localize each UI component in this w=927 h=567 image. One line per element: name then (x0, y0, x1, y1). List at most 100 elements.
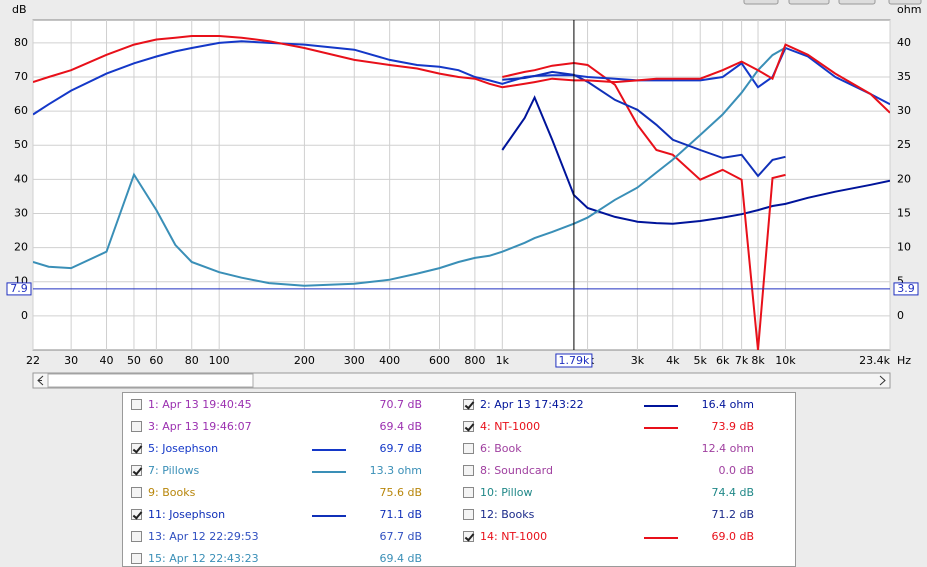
scroll-right[interactable] (879, 375, 886, 386)
x-tick-label: 40 (100, 354, 114, 367)
trace-checkbox[interactable] (131, 553, 142, 564)
trace-checkbox[interactable] (131, 399, 142, 410)
x-tick-label: 10k (775, 354, 796, 367)
trace-checkbox[interactable] (131, 531, 142, 542)
y2-tick-label: 35 (897, 70, 911, 83)
y-tick-label: 0 (21, 309, 28, 322)
trace-name[interactable]: 9: Books (148, 486, 196, 499)
trace-checkbox[interactable] (131, 443, 142, 454)
trace-swatch (644, 537, 678, 539)
trace-name[interactable]: 3: Apr 13 19:46:07 (148, 420, 252, 433)
x-tick-label: 5k (694, 354, 708, 367)
trace-checkbox[interactable] (463, 443, 474, 454)
trace-checkbox[interactable] (131, 465, 142, 476)
trace-readout: 70.7 dB (379, 398, 422, 411)
trace-readout: 71.1 dB (379, 508, 422, 521)
y2-tick-label: 20 (897, 172, 911, 185)
x-tick-label: 80 (185, 354, 199, 367)
x-tick-label: 4k (666, 354, 680, 367)
x-tick-label: 400 (379, 354, 400, 367)
trace-readout: 12.4 ohm (701, 442, 754, 455)
y2-tick-label: 30 (897, 104, 911, 117)
y2-tick-label: 15 (897, 206, 911, 219)
trace-swatch (312, 449, 346, 451)
trace-checkbox[interactable] (463, 531, 474, 542)
x-tick-label: 8k (751, 354, 765, 367)
trace-checkbox[interactable] (463, 399, 474, 410)
trace-swatch (644, 405, 678, 407)
x-axis-unit: Hz (897, 354, 911, 367)
trace-swatch (312, 515, 346, 517)
trace-checkbox[interactable] (463, 509, 474, 520)
y2-tick-label: 40 (897, 36, 911, 49)
trace-checkbox[interactable] (131, 487, 142, 498)
y2-tick-label: 0 (897, 309, 904, 322)
trace-readout: 71.2 dB (711, 508, 754, 521)
trace-readout: 69.7 dB (379, 442, 422, 455)
trace-name[interactable]: 1: Apr 13 19:40:45 (148, 398, 252, 411)
trace-swatch (644, 427, 678, 429)
trace-readout: 13.3 ohm (369, 464, 422, 477)
y-tick-label: 50 (14, 138, 28, 151)
y-tick-label: 20 (14, 241, 28, 254)
x-tick-label: 60 (149, 354, 163, 367)
trace-name[interactable]: 14: NT-1000 (480, 530, 548, 543)
trace-checkbox[interactable] (463, 465, 474, 476)
trace-checkbox[interactable] (131, 509, 142, 520)
x-tick-label: 300 (344, 354, 365, 367)
trace-name[interactable]: 6: Book (480, 442, 522, 455)
trace-line (33, 46, 786, 287)
trace-readout: 69.4 dB (379, 420, 422, 433)
trace-checkbox[interactable] (131, 421, 142, 432)
x-tick-label: 6k (716, 354, 730, 367)
trace-checkbox[interactable] (463, 421, 474, 432)
level-label-right: 3.9 (897, 282, 915, 295)
level-label-box (893, 282, 919, 296)
y-tick-label: 80 (14, 36, 28, 49)
trace-line (502, 61, 786, 350)
chart: 2230405060801002003004006008001k2k3k4k5k… (6, 0, 922, 389)
trace-name[interactable]: 15: Apr 12 22:43:23 (148, 552, 259, 565)
y2-tick-label: 10 (897, 241, 911, 254)
x-tick-label: 50 (127, 354, 141, 367)
y-axis-label: dB (12, 3, 27, 16)
level-label-left: 7.9 (10, 282, 28, 295)
x-tick-label: 800 (464, 354, 485, 367)
trace-readout: 74.4 dB (711, 486, 754, 499)
trace-name[interactable]: 5: Josephson (148, 442, 219, 455)
trace-name[interactable]: 8: Soundcard (480, 464, 553, 477)
x-tick-label: 3k (631, 354, 645, 367)
toolbar-button[interactable] (838, 0, 876, 5)
trace-name[interactable]: 12: Books (480, 508, 535, 521)
toolbar-button[interactable] (743, 0, 779, 5)
trace-readout: 73.9 dB (711, 420, 754, 433)
trace-name[interactable]: 10: Pillow (480, 486, 533, 499)
trace-name[interactable]: 11: Josephson (148, 508, 226, 521)
scroll-left[interactable] (37, 375, 44, 386)
scrollbar-thumb[interactable] (47, 373, 254, 388)
x-tick-label: 200 (294, 354, 315, 367)
x-tick-label: 30 (64, 354, 78, 367)
trace-readout: 16.4 ohm (701, 398, 754, 411)
y-tick-label: 60 (14, 104, 28, 117)
trace-checkbox[interactable] (463, 487, 474, 498)
y-tick-label: 30 (14, 206, 28, 219)
cursor-label: 1.79k (558, 354, 589, 367)
toolbar-button[interactable] (788, 0, 830, 5)
trace-readout: 75.6 dB (379, 486, 422, 499)
trace-line (501, 95, 890, 225)
trace-legend: 1: Apr 13 19:40:45 70.7 dB 2: Apr 13 17:43… (122, 392, 796, 567)
trace-name[interactable]: 7: Pillows (148, 464, 200, 477)
trace-readout: 67.7 dB (379, 530, 422, 543)
trace-readout: 0.0 dB (718, 464, 754, 477)
toolbar-button[interactable] (888, 0, 922, 5)
trace-name[interactable]: 13: Apr 12 22:29:53 (148, 530, 259, 543)
x-tick-label: 22 (26, 354, 40, 367)
trace-name[interactable]: 4: NT-1000 (480, 420, 541, 433)
trace-readout: 69.0 dB (711, 530, 754, 543)
y2-tick-label: 5 (897, 275, 904, 288)
x-tick-label: 1k (496, 354, 510, 367)
trace-line (502, 70, 786, 178)
trace-name[interactable]: 2: Apr 13 17:43:22 (480, 398, 584, 411)
